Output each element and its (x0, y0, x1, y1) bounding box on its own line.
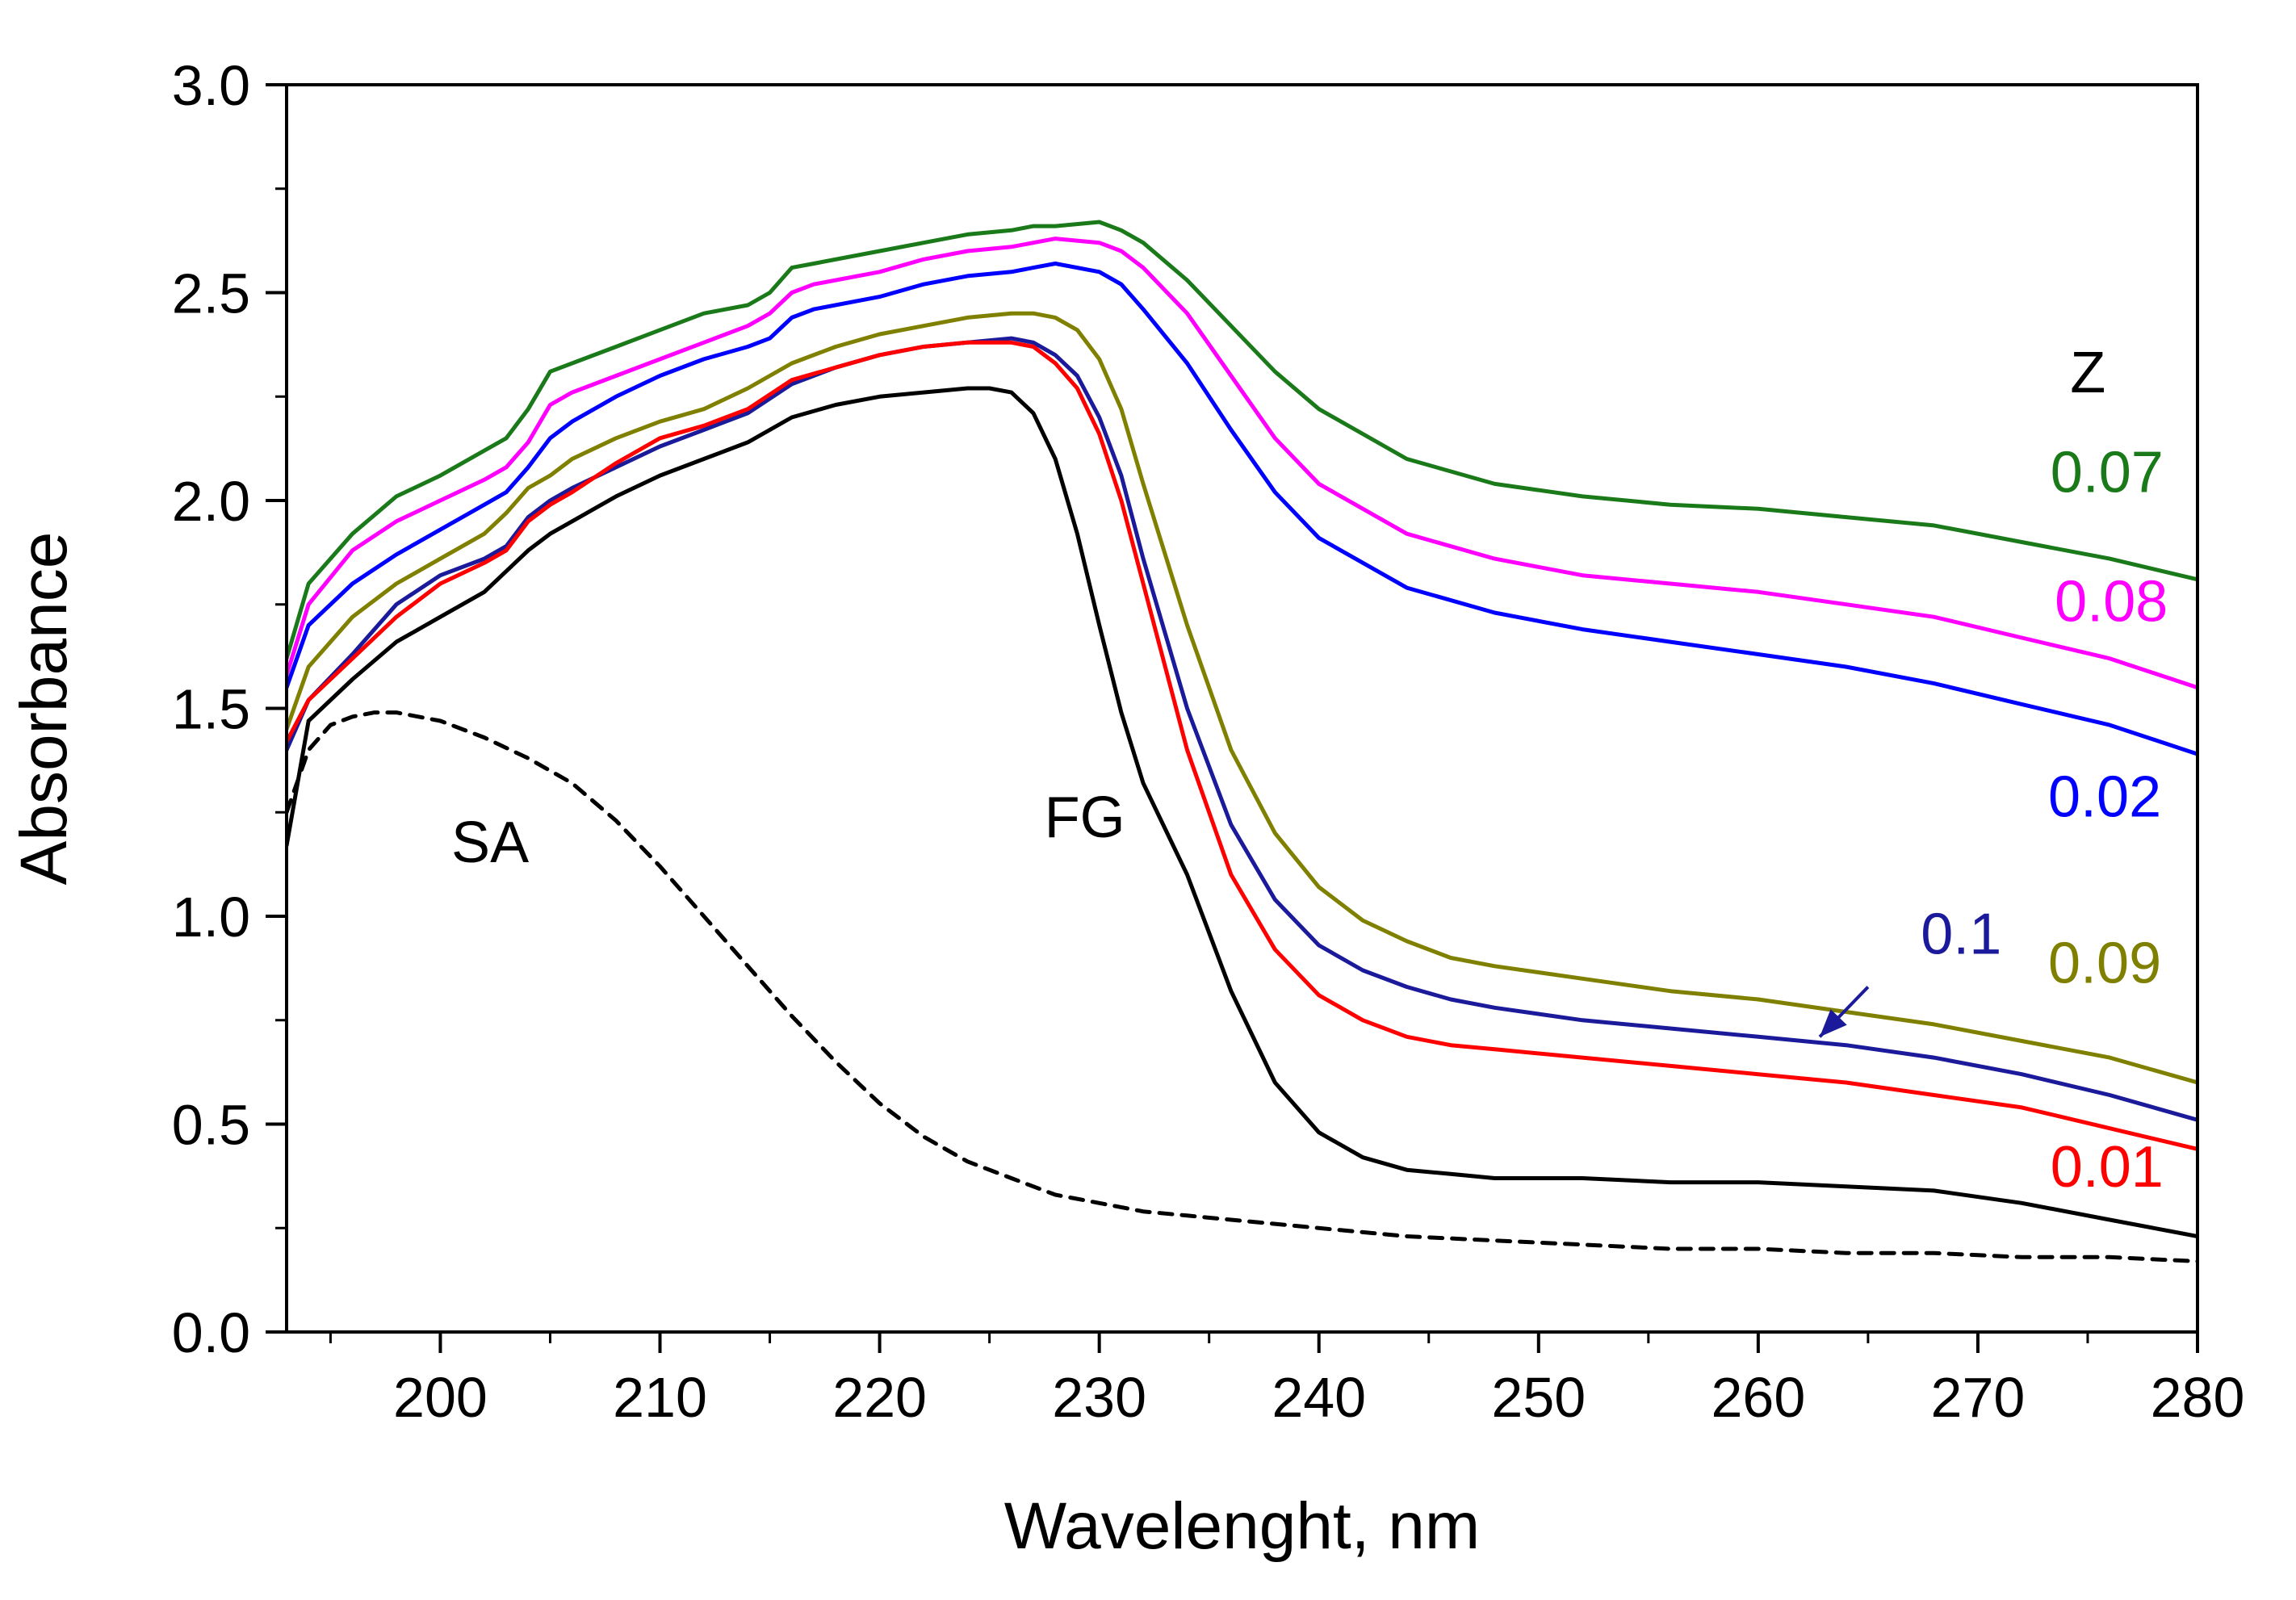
x-tick-label: 220 (832, 1366, 927, 1429)
plot-frame (285, 83, 2199, 1334)
y-axis: 0.0 0.5 1.0 1.5 2.0 2.5 3.0 (172, 54, 287, 1364)
legend-title: Z (2070, 341, 2105, 405)
y-tick-label: 2.0 (172, 470, 250, 533)
series-line-0-08 (287, 237, 2198, 690)
series-line-0-1 (287, 336, 2198, 1122)
y-tick-label: 0.0 (172, 1301, 250, 1364)
series-label-0-08: 0.08 (2055, 569, 2168, 634)
series-label-0-07: 0.07 (2051, 441, 2164, 505)
annotation-fg: FG (1045, 785, 1125, 850)
series-label-0-09: 0.09 (2048, 931, 2161, 995)
y-tick-label: 2.5 (172, 262, 250, 325)
arrow-head (1820, 1009, 1847, 1037)
y-tick-label: 3.0 (172, 54, 250, 117)
x-tick-label: 250 (1491, 1366, 1586, 1429)
series-label-0-01: 0.01 (2051, 1135, 2164, 1200)
y-tick-label: 0.5 (172, 1094, 250, 1157)
series-line-0-01 (287, 340, 2198, 1151)
x-tick-label: 270 (1931, 1366, 2026, 1429)
x-tick-label: 200 (393, 1366, 488, 1429)
series-line-sa (287, 710, 2198, 1263)
x-tick-label: 280 (2151, 1366, 2245, 1429)
x-tick-label: 260 (1711, 1366, 1805, 1429)
series-line-0-07 (287, 220, 2198, 661)
labels-layer: Z 0.07 0.08 0.02 0.1 0.09 0.01 SA FG (451, 341, 2168, 1200)
series-label-0-1: 0.1 (1921, 902, 2001, 966)
x-axis: 200 210 220 230 240 250 260 270 280 (329, 1332, 2245, 1429)
series-layer (287, 220, 2198, 1263)
series-line-0-09 (287, 311, 2198, 1085)
y-tick-label: 1.5 (172, 678, 250, 741)
x-tick-label: 240 (1272, 1366, 1366, 1429)
annotation-sa: SA (451, 810, 529, 875)
series-label-0-02: 0.02 (2048, 764, 2161, 829)
x-axis-title: Wavelenght, nm (1004, 1489, 1480, 1563)
series-line-0-02 (287, 262, 2198, 756)
y-axis-title: Absorbance (7, 532, 81, 886)
x-tick-label: 230 (1052, 1366, 1146, 1429)
y-tick-label: 1.0 (172, 886, 250, 949)
x-tick-label: 210 (613, 1366, 707, 1429)
series-line-fg (287, 386, 2198, 1238)
